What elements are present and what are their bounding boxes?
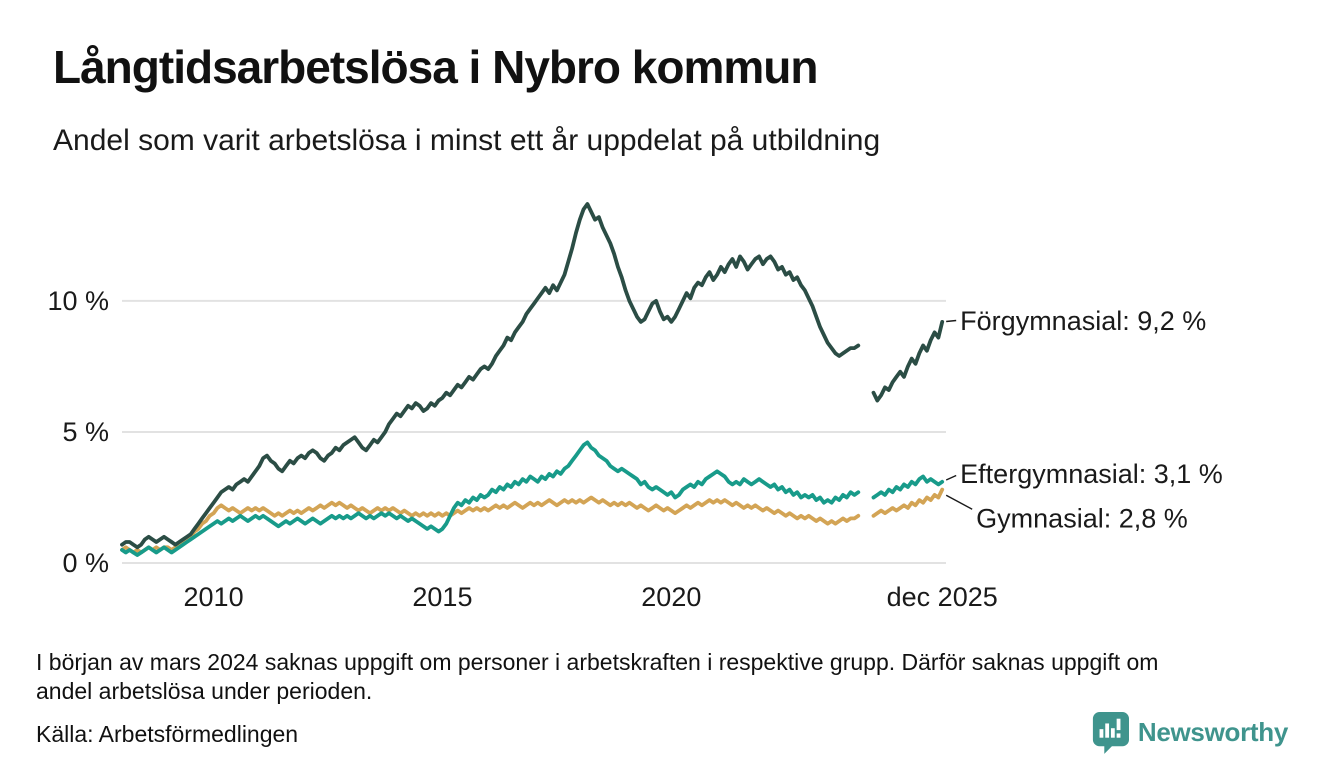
series-end-label-forgymnasial: Förgymnasial: 9,2 % (960, 306, 1206, 336)
newsworthy-logo: Newsworthy (1091, 710, 1288, 754)
label-connector-gymnasial (945, 494, 973, 510)
series-end-label-gymnasial: Gymnasial: 2,8 % (976, 504, 1188, 534)
series-end-label-eftergymnasial: Eftergymnasial: 3,1 % (960, 459, 1223, 489)
bar-3 (1110, 728, 1115, 738)
footnote-line-1: I början av mars 2024 saknas uppgift om … (36, 649, 1159, 675)
bubble-shape (1092, 712, 1129, 754)
label-connector-forgymnasial (946, 319, 957, 323)
page-subtitle: Andel som varit arbetslösa i minst ett å… (53, 124, 881, 157)
y-tick-label: 10 % (47, 286, 109, 316)
series-line-eftergymnasial (120, 440, 945, 557)
series-line-gymnasial (120, 487, 945, 555)
bar-2 (1105, 723, 1109, 738)
x-tick-label: 2015 (412, 582, 472, 612)
source-label: Källa: Arbetsförmedlingen (36, 721, 299, 747)
series-line-forgymnasial (120, 202, 945, 550)
exclamation-stem (1116, 718, 1121, 731)
footnote: I början av mars 2024 saknas uppgift om … (36, 648, 1316, 706)
y-tick-label: 5 % (62, 417, 109, 447)
newsworthy-chart-bubble-icon (1092, 712, 1129, 754)
label-connector-eftergymnasial (945, 474, 957, 481)
newsworthy-wordmark: Newsworthy (1137, 716, 1288, 747)
x-tick-label: dec 2025 (887, 582, 998, 612)
bar-1 (1099, 729, 1104, 738)
footnote-line-2: andel arbetslösa under perioden. (36, 678, 373, 704)
x-tick-label: 2020 (641, 582, 701, 612)
exclamation-dot (1116, 733, 1121, 738)
y-tick-label: 0 % (62, 548, 109, 578)
x-tick-label: 2010 (184, 582, 244, 612)
page-title: Långtidsarbetslösa i Nybro kommun (53, 41, 818, 93)
